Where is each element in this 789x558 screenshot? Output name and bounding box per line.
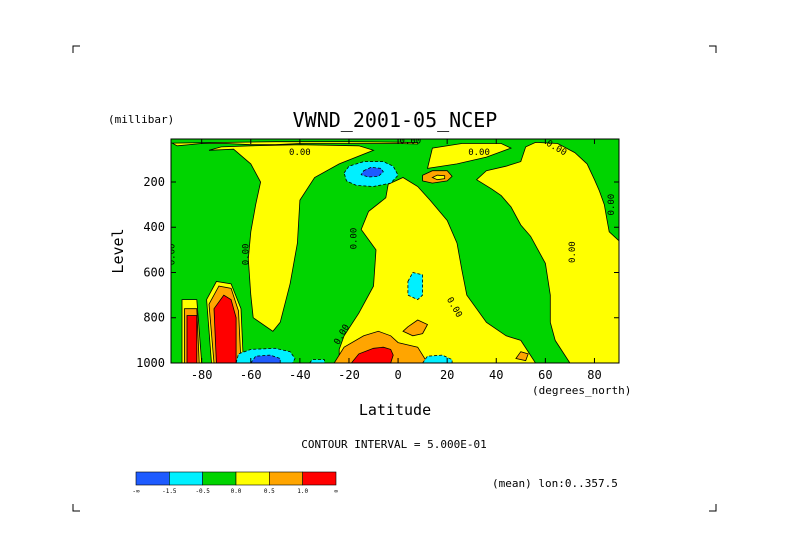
contour-region-orange: [402, 319, 429, 337]
y-tick-label: 1000: [136, 356, 165, 370]
contour-label: 0.00: [607, 194, 617, 216]
x-tick-label: 0: [394, 368, 401, 382]
contour-regions: [171, 141, 619, 363]
contour-region-yellow: [431, 174, 446, 181]
x-tick-label: -40: [289, 368, 311, 382]
page-corner-marks: [72, 45, 717, 512]
plot-frame: [170, 138, 620, 364]
contour-region-orange: [515, 351, 529, 362]
colorbar-swatch: [235, 471, 270, 486]
contour-region-yellow: [475, 141, 619, 363]
contour-label: 0.00: [241, 244, 251, 266]
colorbar-tick-label: -0.5: [195, 488, 210, 495]
colorbar-tick-label: -∞: [132, 488, 140, 495]
y-axis: 200 400 600 800 1000: [136, 175, 619, 370]
contour-region-yellow: [338, 177, 536, 363]
y-tick-label: 800: [143, 311, 165, 325]
colorbar-tick-label: ∞: [334, 488, 338, 495]
x-tick-label: 40: [489, 368, 503, 382]
chart-title: VWND_2001-05_NCEP: [293, 108, 498, 132]
colorbar-swatch: [302, 471, 337, 486]
colorbar-tick-label: 1.0: [297, 488, 308, 495]
x-tick-label: 60: [538, 368, 552, 382]
contour-interval-text: CONTOUR INTERVAL = 5.000E-01: [301, 438, 486, 451]
contour-region-blue: [250, 354, 281, 363]
contour-label: 0.00: [168, 244, 178, 266]
x-axis-label: Latitude: [359, 401, 431, 419]
contour-region-red: [186, 315, 198, 363]
x-tick-label: 80: [587, 368, 601, 382]
colorbar-tick-label: 0.5: [264, 488, 275, 495]
y-unit-label: (millibar): [108, 113, 174, 126]
colorbar-swatch: [202, 471, 237, 486]
contour-region-red: [213, 294, 237, 363]
colorbar-swatch: [269, 471, 303, 486]
contour-label: 0.00: [289, 148, 311, 158]
colorbar-swatch: [135, 471, 170, 486]
contour-region-cyan: [422, 354, 453, 363]
contour-region-blue: [360, 166, 384, 178]
x-tick-label: -20: [338, 368, 360, 382]
contour-region-yellow: [171, 141, 419, 147]
contour-label: 0.00: [568, 241, 578, 263]
contour-label: 0.00: [349, 228, 359, 250]
x-tick-label: 20: [440, 368, 454, 382]
contour-label: 0.00: [468, 148, 490, 158]
contour-label: 0.00: [399, 137, 421, 147]
y-tick-label: 600: [143, 265, 165, 279]
colorbar-swatch: [169, 471, 203, 486]
y-tick-label: 200: [143, 175, 165, 189]
x-tick-label: -60: [240, 368, 262, 382]
y-tick-label: 400: [143, 220, 165, 234]
x-tick-label: -80: [191, 368, 213, 382]
contour-region-yellow: [208, 144, 375, 332]
contour-region-cyan: [407, 272, 424, 301]
x-unit-label: (degrees_north): [532, 384, 631, 397]
plot-area: 0.00 0.00 0.000.000.00 0.000.000.000.000.00…: [168, 137, 620, 364]
colorbar-tick-label: -1.5: [162, 488, 177, 495]
colorbar: -∞ -1.5 -0.5 0.0 0.5 1.0 ∞: [132, 471, 338, 495]
colorbar-tick-label: 0.0: [231, 488, 242, 495]
x-axis: -80 -60 -40 -20 0 20 40 60 80: [191, 139, 602, 382]
contour-region-cyan: [309, 359, 325, 363]
averaging-text: (mean) lon:0..357.5: [492, 477, 618, 490]
y-axis-label: Level: [109, 228, 127, 273]
contour-region-yellow: [426, 143, 513, 169]
contour-region-red: [350, 346, 394, 363]
